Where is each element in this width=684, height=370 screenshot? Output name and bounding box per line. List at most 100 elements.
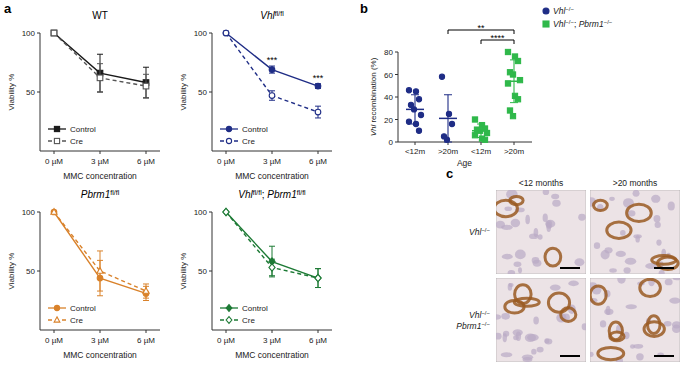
text-run: Vhl: [238, 189, 253, 200]
legend-entry: Control: [48, 125, 96, 134]
error-cap: [315, 117, 321, 118]
micrograph: [590, 190, 680, 274]
nuclei: [543, 190, 550, 195]
y-axis-label: Viability %: [7, 253, 16, 290]
nuclei: [633, 190, 640, 197]
error-stem: [272, 246, 273, 277]
nuclei: [609, 197, 615, 201]
y-tick: [37, 92, 40, 93]
nuclei: [552, 200, 560, 207]
error-bar: [315, 106, 321, 118]
nuclei: [545, 338, 553, 344]
text-run: Pbrm1: [456, 321, 481, 331]
nuclei: [655, 222, 661, 228]
x-tick-label: 6 µM: [309, 157, 327, 166]
error-bar: [269, 259, 275, 276]
nuclei: [523, 357, 533, 362]
marker: [505, 49, 510, 54]
error-bar: [269, 91, 275, 100]
legend-entry: Vhl−/−: [543, 6, 574, 16]
legend-label: Cre: [70, 137, 83, 146]
stained-tubule: [593, 200, 607, 210]
nuclei: [546, 222, 551, 232]
y-tick: [395, 119, 398, 120]
nuclei: [636, 353, 644, 360]
marker: [51, 30, 57, 36]
error-cap: [143, 97, 149, 98]
nuclei: [659, 270, 665, 274]
legend-marker: [543, 8, 549, 14]
stained-tubule: [561, 308, 576, 322]
text-run: fl/fl: [297, 189, 306, 196]
legend-label: Vhl−/−: [553, 6, 574, 16]
sd-cap: [510, 59, 518, 60]
nuclei: [582, 323, 586, 330]
marker: [472, 133, 477, 138]
series-line: [226, 33, 318, 86]
line-chart: Pbrm1fl/fl501000 µM3 µM6 µMViability %MM…: [7, 189, 160, 361]
x-tick-label: 0 µM: [217, 157, 235, 166]
text-run: Vhl: [260, 10, 275, 21]
nuclei: [508, 270, 516, 274]
column-header: <12 months: [519, 178, 564, 188]
sd-stem: [414, 95, 415, 124]
y-tick: [395, 74, 398, 75]
error-cap: [269, 100, 275, 101]
error-cap: [143, 283, 149, 284]
marker: [269, 264, 275, 271]
y-tick: [209, 212, 212, 213]
legend-entry: Control: [220, 304, 268, 313]
y-tick-label: 20: [384, 116, 393, 125]
x-tick: [318, 151, 319, 154]
nuclei: [516, 332, 521, 341]
nuclei: [651, 195, 660, 203]
x-tick-label: >20m: [438, 147, 459, 156]
legend-entry: Cre: [220, 137, 255, 146]
marker: [416, 97, 421, 102]
x-axis-label: MMC concentration: [235, 171, 309, 181]
y-tick-label: 100: [22, 29, 36, 38]
legend-entry: Cre: [48, 137, 83, 146]
marker: [51, 30, 57, 36]
text-run: −/−: [565, 6, 574, 12]
text-run: Pbrm1: [81, 189, 110, 200]
legend-label: Control: [242, 125, 268, 134]
nuclei: [550, 284, 561, 290]
stained-tubule: [627, 204, 652, 221]
x-tick-label: 0 µM: [45, 336, 63, 345]
legend-marker: [54, 138, 59, 143]
nuclei: [568, 281, 579, 287]
sd-cap: [477, 137, 485, 138]
y-tick: [395, 97, 398, 98]
nuclei: [514, 262, 522, 267]
error-cap: [315, 287, 321, 288]
marker: [269, 93, 275, 99]
nuclei: [578, 214, 586, 221]
x-tick: [226, 151, 227, 154]
error-cap: [97, 54, 103, 55]
legend-marker: [54, 305, 59, 310]
marker: [515, 58, 520, 63]
legend-label: Cre: [242, 316, 255, 325]
nuclei: [668, 201, 675, 210]
sd-bar: [411, 95, 419, 124]
y-tick-label: 100: [22, 208, 36, 217]
nuclei: [672, 321, 680, 328]
x-tick-label: 6 µM: [137, 157, 155, 166]
stained-tubule: [590, 286, 606, 304]
error-cap: [97, 92, 103, 93]
error-cap: [269, 259, 275, 260]
error-bar: [143, 286, 149, 300]
stained-tubule: [545, 248, 561, 266]
y-tick-label: 50: [198, 88, 207, 97]
plot-data: [51, 209, 149, 301]
legend-entry: Cre: [48, 316, 83, 325]
nuclei: [604, 309, 613, 315]
title: WT: [92, 10, 108, 21]
text-run: fl/fl: [110, 189, 119, 196]
stained-tubule: [548, 293, 569, 312]
legend-marker: [226, 317, 232, 324]
sd-cap: [510, 102, 518, 103]
series-line: [54, 212, 146, 291]
scale-bar: [654, 355, 674, 357]
